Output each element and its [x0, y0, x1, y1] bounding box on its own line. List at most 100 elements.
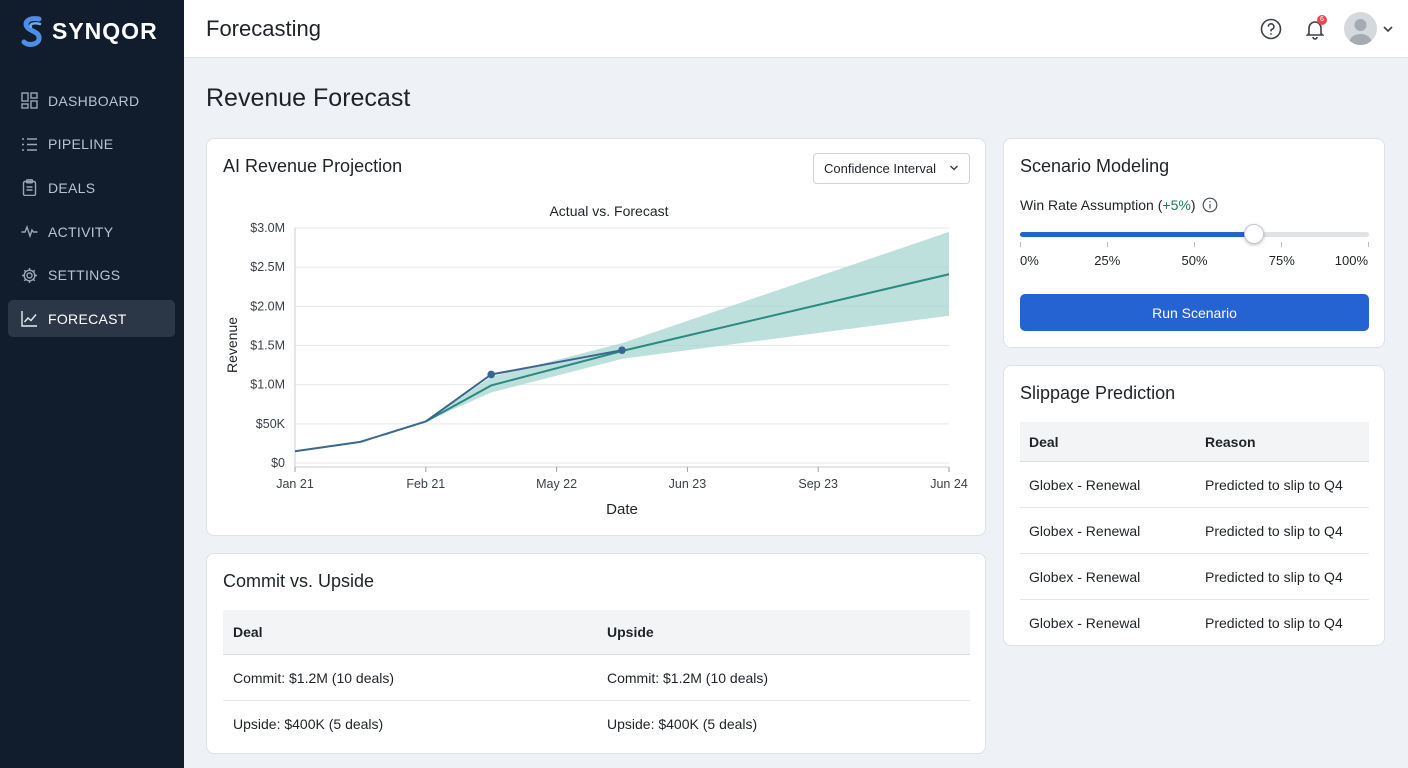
column-header-deal: Deal — [1029, 433, 1059, 450]
sidebar-item-dashboard[interactable]: DASHBOARD — [8, 82, 175, 119]
sidebar-item-deals[interactable]: DEALS — [8, 169, 175, 206]
table-cell: Commit: $1.2M (10 deals) — [607, 669, 769, 686]
table-row[interactable]: Commit: $1.2M (10 deals) Commit: $1.2M (… — [223, 655, 970, 701]
table-cell: Upside: $400K (5 deals) — [607, 716, 758, 732]
slider-tick-label: 50% — [1181, 253, 1208, 268]
table-cell: Globex - Renewal — [1029, 476, 1141, 493]
slider-tick — [1368, 242, 1369, 247]
dashboard-icon — [20, 92, 38, 110]
clipboard-icon — [20, 179, 38, 197]
table-cell: Predicted to slip to Q4 — [1205, 568, 1343, 585]
slider-tick — [1107, 242, 1108, 247]
help-icon[interactable] — [1260, 18, 1282, 40]
confidence-band — [425, 231, 949, 422]
table-cell: Globex - Renewal — [1029, 615, 1141, 631]
chart-xlabel: Date — [606, 501, 638, 518]
scenario-card: Scenario Modeling Win Rate Assumption (+… — [1003, 138, 1385, 348]
y-tick-label: $50K — [256, 417, 286, 431]
slider-tick-label: 75% — [1268, 253, 1295, 268]
projection-card: AI Revenue Projection Confidence Interva… — [206, 138, 986, 536]
table-cell: Predicted to slip to Q4 — [1205, 615, 1343, 631]
x-tick-label: Jun 23 — [669, 477, 707, 491]
chart-line-icon — [20, 310, 38, 328]
logo[interactable]: SYNQOR — [20, 14, 158, 48]
confidence-interval-select[interactable]: Confidence Interval — [813, 153, 970, 184]
slider-thumb[interactable] — [1243, 224, 1264, 244]
win-rate-delta: +5% — [1162, 197, 1191, 213]
table-header: Deal Upside — [223, 610, 970, 655]
page-title: Revenue Forecast — [206, 84, 411, 112]
table-cell: Globex - Renewal — [1029, 522, 1141, 539]
x-tick-label: Sep 23 — [798, 477, 838, 491]
app-name: SYNQOR — [52, 17, 158, 44]
sidebar-item-label: DEALS — [48, 179, 96, 196]
win-rate-label: Win Rate Assumption (+5%) — [1020, 197, 1218, 213]
y-tick-label: $1.5M — [250, 339, 285, 353]
y-tick-label: $0 — [271, 456, 285, 470]
forecast-line — [425, 273, 950, 423]
slider-tick — [1281, 242, 1282, 247]
top-header: Forecasting 6 — [184, 0, 1408, 58]
table-header: Deal Reason — [1020, 422, 1369, 462]
table-cell: Predicted to slip to Q4 — [1205, 476, 1343, 493]
chevron-down-icon[interactable] — [1382, 24, 1394, 34]
slider-tick-label: 100% — [1334, 253, 1368, 268]
sidebar-item-label: ACTIVITY — [48, 223, 114, 240]
chart-ylabel: Revenue — [224, 317, 240, 373]
table-row[interactable]: Globex - Renewal Predicted to slip to Q4 — [1020, 508, 1369, 554]
win-rate-slider[interactable] — [1020, 224, 1369, 244]
table-row[interactable]: Globex - Renewal Predicted to slip to Q4 — [1020, 600, 1369, 646]
slider-tick-label: 25% — [1094, 253, 1121, 268]
chevron-down-icon — [949, 165, 959, 171]
slider-tick — [1020, 242, 1021, 247]
sidebar-item-label: SETTINGS — [48, 267, 121, 284]
y-tick-label: $2.0M — [250, 299, 285, 313]
table-cell: Commit: $1.2M (10 deals) — [233, 669, 395, 686]
scenario-title: Scenario Modeling — [1020, 156, 1170, 176]
table-cell: Upside: $400K (5 deals) — [233, 716, 384, 732]
sidebar-item-forecast[interactable]: FORECAST — [8, 300, 175, 338]
logo-mark-icon — [21, 16, 42, 47]
sidebar: SYNQOR DASHBOARD PIPELINE DEALS ACTIVITY — [0, 0, 184, 768]
revenue-chart: Actual vs. Forecast Revenue Date $0 $50K $… — [224, 203, 968, 518]
select-value: Confidence Interval — [824, 161, 937, 176]
chart-title: Actual vs. Forecast — [549, 203, 668, 219]
table-row[interactable]: Upside: $400K (5 deals) Upside: $400K (5… — [223, 701, 970, 747]
slider-tick — [1194, 242, 1195, 247]
sidebar-item-settings[interactable]: SETTINGS — [8, 257, 175, 294]
avatar[interactable] — [1344, 12, 1377, 45]
info-icon[interactable] — [1202, 197, 1218, 213]
actual-point — [487, 370, 496, 379]
table-row[interactable]: Globex - Renewal Predicted to slip to Q4 — [1020, 462, 1369, 508]
commit-title: Commit vs. Upside — [223, 571, 375, 591]
sidebar-item-pipeline[interactable]: PIPELINE — [8, 126, 175, 163]
x-tick-label: Jan 21 — [276, 477, 314, 491]
projection-title: AI Revenue Projection — [223, 156, 403, 176]
column-header-deal: Deal — [233, 624, 263, 640]
table-row[interactable]: Globex - Renewal Predicted to slip to Q4 — [1020, 554, 1369, 600]
x-tick-label: Feb 21 — [406, 477, 445, 491]
commit-upside-card: Commit vs. Upside Deal Upside Commit: $1… — [206, 553, 986, 754]
activity-icon — [20, 223, 38, 241]
y-tick-label: $1.0M — [250, 378, 285, 392]
list-icon — [20, 135, 38, 153]
y-tick-label: $2.5M — [250, 260, 285, 274]
column-header-upside: Upside — [607, 624, 654, 640]
sidebar-item-label: DASHBOARD — [48, 92, 140, 109]
table-cell: Globex - Renewal — [1029, 568, 1141, 585]
actual-line — [294, 349, 623, 453]
run-scenario-button[interactable]: Run Scenario — [1020, 294, 1369, 331]
x-tick-label: Jun 24 — [930, 477, 968, 491]
sidebar-item-label: FORECAST — [48, 310, 127, 327]
column-header-reason: Reason — [1205, 433, 1256, 450]
sidebar-item-label: PIPELINE — [48, 136, 114, 153]
slider-tick-label: 0% — [1020, 253, 1039, 268]
slippage-title: Slippage Prediction — [1020, 383, 1176, 403]
gear-icon — [20, 266, 38, 284]
header-title: Forecasting — [206, 16, 321, 41]
x-tick-label: May 22 — [536, 477, 577, 491]
actual-point — [618, 346, 626, 354]
sidebar-item-activity[interactable]: ACTIVITY — [8, 213, 175, 250]
sidebar-nav: DASHBOARD PIPELINE DEALS ACTIVITY SETTIN… — [8, 82, 175, 344]
slider-fill — [1020, 232, 1254, 237]
